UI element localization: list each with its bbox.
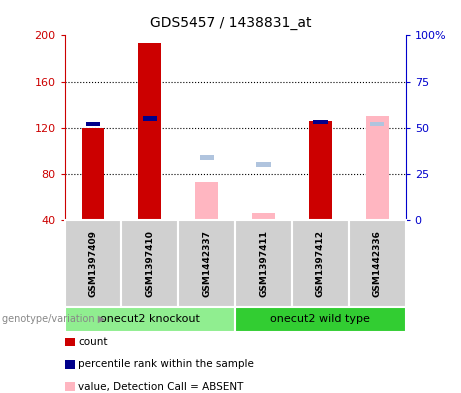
Bar [121, 220, 178, 307]
Bar [309, 121, 332, 220]
Bar [65, 220, 121, 307]
Bar [370, 122, 384, 126]
Bar [82, 128, 104, 220]
Bar [200, 155, 214, 160]
Text: count: count [78, 337, 108, 347]
Bar [252, 213, 275, 220]
Bar [366, 116, 389, 220]
Text: GSM1397410: GSM1397410 [145, 230, 154, 297]
Bar [292, 220, 349, 307]
Text: GDS5457 / 1438831_at: GDS5457 / 1438831_at [150, 16, 311, 30]
Bar [86, 122, 100, 126]
Bar [235, 220, 292, 307]
Bar [313, 120, 327, 125]
Bar [256, 162, 271, 167]
Bar [195, 182, 218, 220]
Text: genotype/variation ▶: genotype/variation ▶ [2, 314, 106, 324]
Bar [65, 307, 235, 332]
Text: value, Detection Call = ABSENT: value, Detection Call = ABSENT [78, 382, 244, 392]
Text: percentile rank within the sample: percentile rank within the sample [78, 359, 254, 369]
Bar [235, 307, 406, 332]
Text: GSM1397409: GSM1397409 [89, 230, 97, 297]
Bar [138, 44, 161, 220]
Text: GSM1442337: GSM1442337 [202, 230, 211, 297]
Text: GSM1397411: GSM1397411 [259, 230, 268, 297]
Text: GSM1397412: GSM1397412 [316, 230, 325, 297]
Text: GSM1442336: GSM1442336 [373, 230, 382, 297]
Bar [178, 220, 235, 307]
Bar [349, 220, 406, 307]
Bar [143, 116, 157, 121]
Text: onecut2 wild type: onecut2 wild type [271, 314, 370, 324]
Text: onecut2 knockout: onecut2 knockout [100, 314, 200, 324]
